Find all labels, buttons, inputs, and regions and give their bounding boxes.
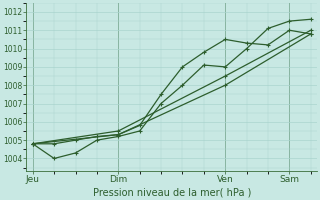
X-axis label: Pression niveau de la mer( hPa ): Pression niveau de la mer( hPa ) <box>92 187 251 197</box>
